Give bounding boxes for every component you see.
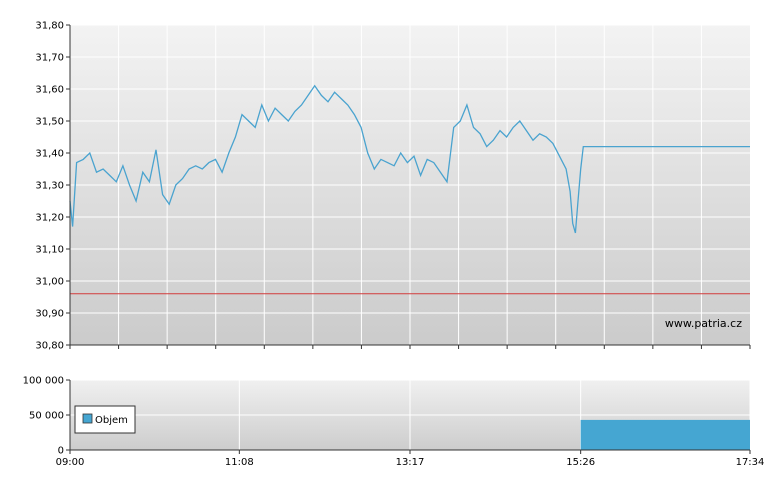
volume-y-axis: 100 000 50 000 0 xyxy=(23,376,71,457)
price-y-tick-label: 31,60 xyxy=(35,85,64,96)
price-y-tick-label: 31,80 xyxy=(35,21,64,32)
price-y-tick-label: 30,90 xyxy=(35,309,64,320)
volume-panel: 100 000 50 000 0 09:00 11:08 13:17 15:26 17:34… xyxy=(23,376,765,469)
volume-bars xyxy=(580,419,750,450)
x-tick-label: 11:08 xyxy=(225,457,254,468)
x-tick-label: 17:34 xyxy=(736,457,765,468)
legend-swatch xyxy=(82,413,93,424)
price-y-axis: 31,80 31,70 31,60 31,50 31,40 31,30 31,20 31,10… xyxy=(35,21,71,352)
volume-bar xyxy=(580,419,750,450)
price-y-tick-label: 31,00 xyxy=(35,277,64,288)
price-x-ticks xyxy=(69,345,751,349)
legend-label: Objem xyxy=(95,415,128,426)
price-panel: 31,80 31,70 31,60 31,50 31,40 31,30 31,20 31,10… xyxy=(35,21,751,352)
price-y-tick-label: 31,40 xyxy=(35,149,64,160)
price-y-tick-label: 31,50 xyxy=(35,117,64,128)
volume-y-tick-label: 100 000 xyxy=(23,376,64,387)
price-y-tick-label: 31,30 xyxy=(35,181,64,192)
price-y-tick-label: 31,70 xyxy=(35,53,64,64)
price-y-tick-label: 31,20 xyxy=(35,213,64,224)
volume-x-axis: 09:00 11:08 13:17 15:26 17:34 xyxy=(56,450,765,468)
volume-y-tick-label: 0 xyxy=(58,446,64,457)
price-series-line xyxy=(69,84,750,234)
x-tick-label: 09:00 xyxy=(56,457,85,468)
legend: Objem xyxy=(74,405,136,434)
price-y-tick-label: 30,80 xyxy=(35,341,64,352)
watermark: www.patria.cz xyxy=(665,317,742,330)
volume-y-tick-label: 50 000 xyxy=(29,411,64,422)
x-tick-label: 15:26 xyxy=(566,457,595,468)
x-tick-label: 13:17 xyxy=(396,457,425,468)
price-y-tick-label: 31,10 xyxy=(35,245,64,256)
